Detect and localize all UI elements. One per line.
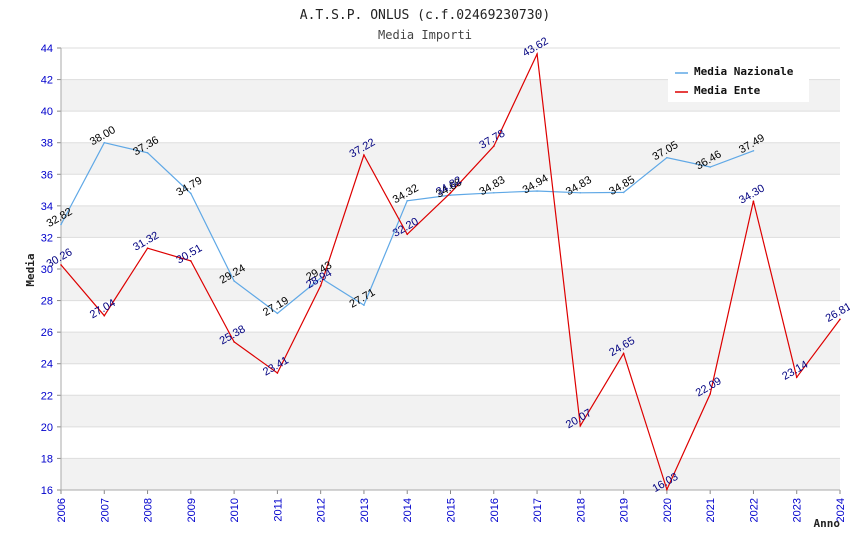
y-axis-label: Media: [24, 253, 37, 286]
y-tick-label: 18: [41, 453, 53, 465]
y-axis-ticks: 16 18 20 22 24 26 28 30 32 34 36 38 40 42 44: [41, 43, 53, 497]
y-tick-label: 44: [41, 43, 53, 55]
y-tick-label: 28: [41, 296, 53, 308]
y-tick-label: 30: [41, 264, 53, 276]
x-axis-ticks: 2006 2007 2008 2009 2010 2011 2012 2013 2014 2015…: [56, 498, 847, 522]
x-tick-label: 2017: [532, 498, 544, 522]
x-tick-label: 2024: [835, 498, 847, 522]
plot-band: [61, 142, 840, 175]
data-point-media-ente: [666, 488, 668, 491]
data-point-media-nazionale: [233, 280, 235, 282]
data-point-media-ente: [60, 264, 62, 266]
legend-label-media-nazionale: Media Nazionale: [694, 65, 794, 78]
data-point-media-nazionale: [492, 191, 495, 194]
y-tick-label: 34: [41, 201, 53, 213]
data-point-media-nazionale: [406, 200, 409, 202]
data-point-media-ente: [190, 260, 192, 262]
data-point-media-nazionale: [622, 191, 625, 194]
x-tick-label: 2023: [792, 498, 804, 522]
data-point-media-nazionale: [146, 152, 149, 154]
x-axis-label: Anno: [814, 517, 841, 530]
y-tick-label: 40: [41, 106, 53, 118]
x-tick-label: 2016: [489, 498, 501, 522]
x-tick-label: 2012: [316, 498, 328, 522]
data-point-media-ente: [492, 145, 495, 147]
y-tick-label: 38: [41, 138, 53, 150]
data-point-media-ente: [319, 284, 322, 287]
data-point-media-ente: [276, 372, 279, 374]
data-point-media-nazionale: [709, 166, 711, 168]
data-point-media-ente: [536, 53, 538, 55]
data-point-media-ente: [622, 352, 625, 355]
y-tick-label: 16: [41, 485, 53, 497]
y-tick-label: 20: [41, 422, 53, 434]
data-point-media-ente: [406, 233, 409, 236]
data-point-media-ente: [363, 154, 365, 156]
y-tick-label: 36: [41, 169, 53, 181]
data-point-media-nazionale: [449, 194, 452, 196]
series-group: [60, 51, 841, 492]
x-tick-label: 2020: [662, 498, 674, 522]
data-point-media-ente: [795, 376, 798, 379]
x-tick-label: 2014: [402, 498, 414, 522]
y-tick-label: 42: [41, 75, 53, 87]
data-point-media-ente: [146, 247, 149, 249]
x-tick-label: 2008: [143, 498, 155, 522]
x-tick-label: 2011: [272, 498, 284, 522]
data-point-media-ente: [709, 393, 711, 395]
plot-band: [61, 205, 840, 238]
y-tick-label: 26: [41, 327, 53, 339]
x-tick-label: 2019: [619, 498, 631, 522]
x-tick-label: 2006: [56, 498, 68, 522]
plot-band: [61, 395, 840, 427]
plot-band: [61, 269, 840, 301]
y-tick-label: 22: [41, 390, 53, 402]
data-point-media-nazionale: [363, 304, 365, 306]
data-point-media-ente: [752, 200, 755, 202]
chart-title: A.T.S.P. ONLUS (c.f.02469230730): [300, 8, 550, 23]
data-point-media-nazionale: [103, 141, 106, 144]
plot-band: [61, 458, 840, 490]
y-tick-label: 24: [41, 359, 53, 371]
data-point-media-nazionale: [319, 277, 322, 279]
data-point-media-nazionale: [579, 191, 582, 194]
data-point-media-nazionale: [752, 149, 755, 152]
legend-label-media-ente: Media Ente: [694, 84, 761, 97]
x-tick-label: 2018: [575, 498, 587, 522]
x-tick-label: 2010: [229, 498, 241, 522]
data-point-media-ente: [839, 318, 841, 321]
chart-subtitle: Media Importi: [378, 28, 472, 42]
data-point-media-ente: [449, 192, 452, 194]
plot-band: [61, 332, 840, 364]
axes: [60, 48, 840, 491]
data-point-media-nazionale: [666, 156, 668, 159]
legend: Media Nazionale Media Ente: [668, 60, 809, 102]
x-tick-label: 2009: [186, 498, 198, 522]
data-point-media-nazionale: [60, 223, 62, 226]
data-point-media-ente: [103, 314, 106, 317]
x-tick-label: 2013: [359, 498, 371, 522]
x-tick-label: 2007: [99, 498, 111, 522]
data-point-media-nazionale: [536, 190, 538, 192]
data-point-media-nazionale: [190, 192, 192, 195]
x-tick-label: 2015: [446, 498, 458, 522]
data-point-media-nazionale: [276, 312, 279, 315]
data-point-media-ente: [233, 341, 235, 343]
legend-box: [668, 60, 809, 102]
data-point-media-ente: [579, 424, 582, 427]
x-tick-label: 2022: [748, 498, 760, 522]
x-tick-label: 2021: [705, 498, 717, 522]
y-tick-label: 32: [41, 232, 53, 244]
